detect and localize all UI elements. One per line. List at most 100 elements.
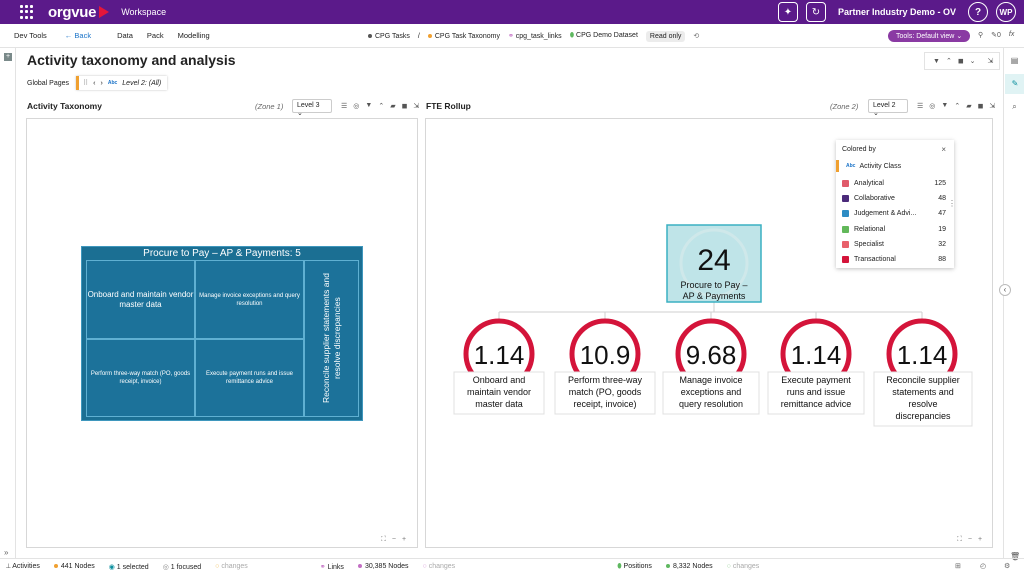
chevron-right-icon[interactable]: › <box>100 79 103 87</box>
help-button[interactable]: ? <box>968 2 988 22</box>
close-icon[interactable]: × <box>941 145 946 154</box>
apps-grid-icon[interactable] <box>20 5 34 19</box>
chevron-up-icon[interactable]: ⌃ <box>945 58 952 65</box>
more-options-icon[interactable]: ⋮ <box>948 199 956 208</box>
settings-icon[interactable]: ⚙ <box>1004 563 1011 570</box>
collapse-panel-icon[interactable]: ‹ <box>999 284 1011 296</box>
child-label-line: receipt, invoice) <box>573 399 636 409</box>
treemap-cell[interactable]: Manage invoice exceptions and query reso… <box>195 260 304 339</box>
layers-icon[interactable]: ◼ <box>401 103 408 110</box>
zone-2-label: (Zone 2) <box>830 102 859 111</box>
selected-count[interactable]: ◉ 1 selected <box>108 563 149 571</box>
left-rail: + » <box>0 48 16 558</box>
zoom-out-icon[interactable]: − <box>391 536 396 543</box>
legend-item[interactable]: Transactional 88 <box>842 254 946 264</box>
comment-icon[interactable]: ▰ <box>966 103 972 110</box>
layers-icon[interactable]: ◼ <box>977 103 984 110</box>
modelling-menu[interactable]: Modelling <box>177 31 210 40</box>
search-icon[interactable]: ⌕ <box>1012 102 1017 111</box>
legend-item[interactable]: Analytical 125 <box>842 178 946 188</box>
child-node[interactable]: 1.14 Reconcile supplier statements and r… <box>873 318 973 427</box>
child-label-line: Perform three-way <box>568 375 643 385</box>
target-icon[interactable]: ◎ <box>929 103 936 110</box>
refresh-button[interactable]: ↻ <box>805 2 826 22</box>
treemap-procure-to-pay[interactable]: Procure to Pay – AP & Payments: 5 Onboar… <box>81 246 363 421</box>
user-avatar[interactable]: WP <box>996 2 1016 22</box>
level-select-zone-1[interactable]: Level 3 ⌄ <box>292 99 332 117</box>
zoom-out-icon[interactable]: − <box>967 536 972 543</box>
dev-tools-menu[interactable]: Dev Tools <box>14 31 47 40</box>
legend-title: Colored by <box>842 146 876 153</box>
legend-item[interactable]: Collaborative 48 <box>842 193 946 203</box>
pack-menu[interactable]: Pack <box>146 31 164 40</box>
treemap-cell[interactable]: Reconcile supplier statements and resolv… <box>304 260 359 417</box>
drag-handle-icon[interactable]: ⠿ <box>83 80 89 87</box>
child-node[interactable]: 1.14 Execute payment runs and issue remi… <box>767 318 865 415</box>
level-select-zone-2[interactable]: Level 2 ⌄ <box>868 99 908 117</box>
breadcrumb-cpg-tasks[interactable]: CPG Tasks <box>368 33 410 40</box>
positions-changes[interactable]: ○ changes <box>726 563 760 570</box>
workspace-link[interactable]: Workspace <box>121 7 167 17</box>
layers-icon[interactable]: ◼ <box>957 58 964 65</box>
legend-field[interactable]: Abc Activity Class <box>836 160 901 172</box>
filter-icon[interactable]: ▼ <box>941 102 949 109</box>
comment-icon[interactable]: ▰ <box>390 103 396 110</box>
activities-changes[interactable]: ○ changes <box>215 563 248 570</box>
hierarchy-connectors <box>498 302 923 320</box>
table-icon[interactable]: ▤ <box>1010 56 1019 65</box>
child-node[interactable]: 9.68 Manage invoice exceptions and query… <box>662 318 760 415</box>
history-icon[interactable]: ◴ <box>980 563 987 570</box>
export-icon[interactable]: ⇲ <box>413 103 420 110</box>
treemap-cell[interactable]: Onboard and maintain vendor master data <box>86 260 195 339</box>
data-menu[interactable]: Data <box>117 31 133 40</box>
activities-tab[interactable]: ⟂ Activities <box>6 562 40 570</box>
add-icon[interactable]: ⊞ <box>955 563 961 570</box>
treemap-cell[interactable]: Perform three-way match (PO, goods recei… <box>86 339 195 417</box>
pin-icon[interactable]: ⚲ <box>978 32 984 39</box>
focused-count[interactable]: ◎ 1 focused <box>162 563 202 571</box>
zoom-in-icon[interactable]: + <box>978 536 983 543</box>
breadcrumb-task-taxonomy[interactable]: CPG Task Taxonomy <box>427 33 500 40</box>
child-node[interactable]: 1.14 Onboard and maintain vendor master … <box>453 318 545 415</box>
legend-item[interactable]: Judgement & Advi... 47 <box>842 208 946 218</box>
sync-icon[interactable]: ⟲ <box>693 33 700 40</box>
list-icon[interactable]: ☰ <box>917 103 924 110</box>
back-button[interactable]: ← Back <box>64 31 92 40</box>
orgvue-logo[interactable]: orgvue <box>48 4 110 21</box>
list-icon[interactable]: ☰ <box>341 103 348 110</box>
export-icon[interactable]: ⇲ <box>987 58 994 65</box>
links-tab[interactable]: ⚭ Links <box>319 563 344 571</box>
expand-icon[interactable]: » <box>4 548 9 557</box>
legend-item[interactable]: Specialist 32 <box>842 239 946 249</box>
trash-icon[interactable]: 🗑 <box>1010 552 1021 561</box>
chevron-left-icon[interactable]: ‹ <box>93 79 96 87</box>
zoom-controls-zone-1: ⛶ − + <box>381 536 406 544</box>
treemap-cell[interactable]: Execute payment runs and issue remittanc… <box>195 339 304 417</box>
magic-wand-button[interactable]: ✦ <box>777 2 798 22</box>
breadcrumb-task-links[interactable]: ⚭ cpg_task_links <box>507 33 562 40</box>
fit-icon[interactable]: ⛶ <box>957 536 962 543</box>
links-changes[interactable]: ○ changes <box>422 563 456 570</box>
fit-icon[interactable]: ⛶ <box>381 536 386 543</box>
chevron-up-icon[interactable]: ⌃ <box>378 103 385 110</box>
target-icon[interactable]: ◎ <box>353 103 360 110</box>
filter-icon[interactable]: ▼ <box>365 102 373 109</box>
dataset-switcher[interactable]: Partner Industry Demo - OV <box>837 7 956 17</box>
formula-button[interactable]: fx <box>1008 31 1015 38</box>
count-badge[interactable]: ✎0 <box>991 32 1001 39</box>
zoom-in-icon[interactable]: + <box>402 536 407 543</box>
filter-icon[interactable]: ▼ <box>933 57 940 65</box>
positions-tab[interactable]: ⬮ Positions <box>617 562 652 570</box>
breadcrumb-demo-dataset[interactable]: ⬮ CPG Demo Dataset <box>569 32 638 39</box>
level-2-filter[interactable]: ⠿ ‹ › Abc Level 2: (All) <box>76 76 168 90</box>
page-title: Activity taxonomy and analysis <box>27 52 236 68</box>
edit-pen-icon[interactable]: ✎ <box>1005 74 1024 94</box>
add-page-button[interactable]: + <box>4 53 12 61</box>
export-icon[interactable]: ⇲ <box>989 103 996 110</box>
tools-view-dropdown[interactable]: Tools: Default view ⌄ <box>888 30 971 42</box>
chevron-up-icon[interactable]: ⌃ <box>954 103 961 110</box>
child-node[interactable]: 10.9 Perform three-way match (PO, goods … <box>554 318 656 415</box>
legend-item[interactable]: Relational 19 <box>842 224 946 234</box>
chevron-down-icon[interactable]: ⌄ <box>969 58 976 65</box>
root-node[interactable]: 24 Procure to Pay – AP & Payments <box>666 224 762 303</box>
